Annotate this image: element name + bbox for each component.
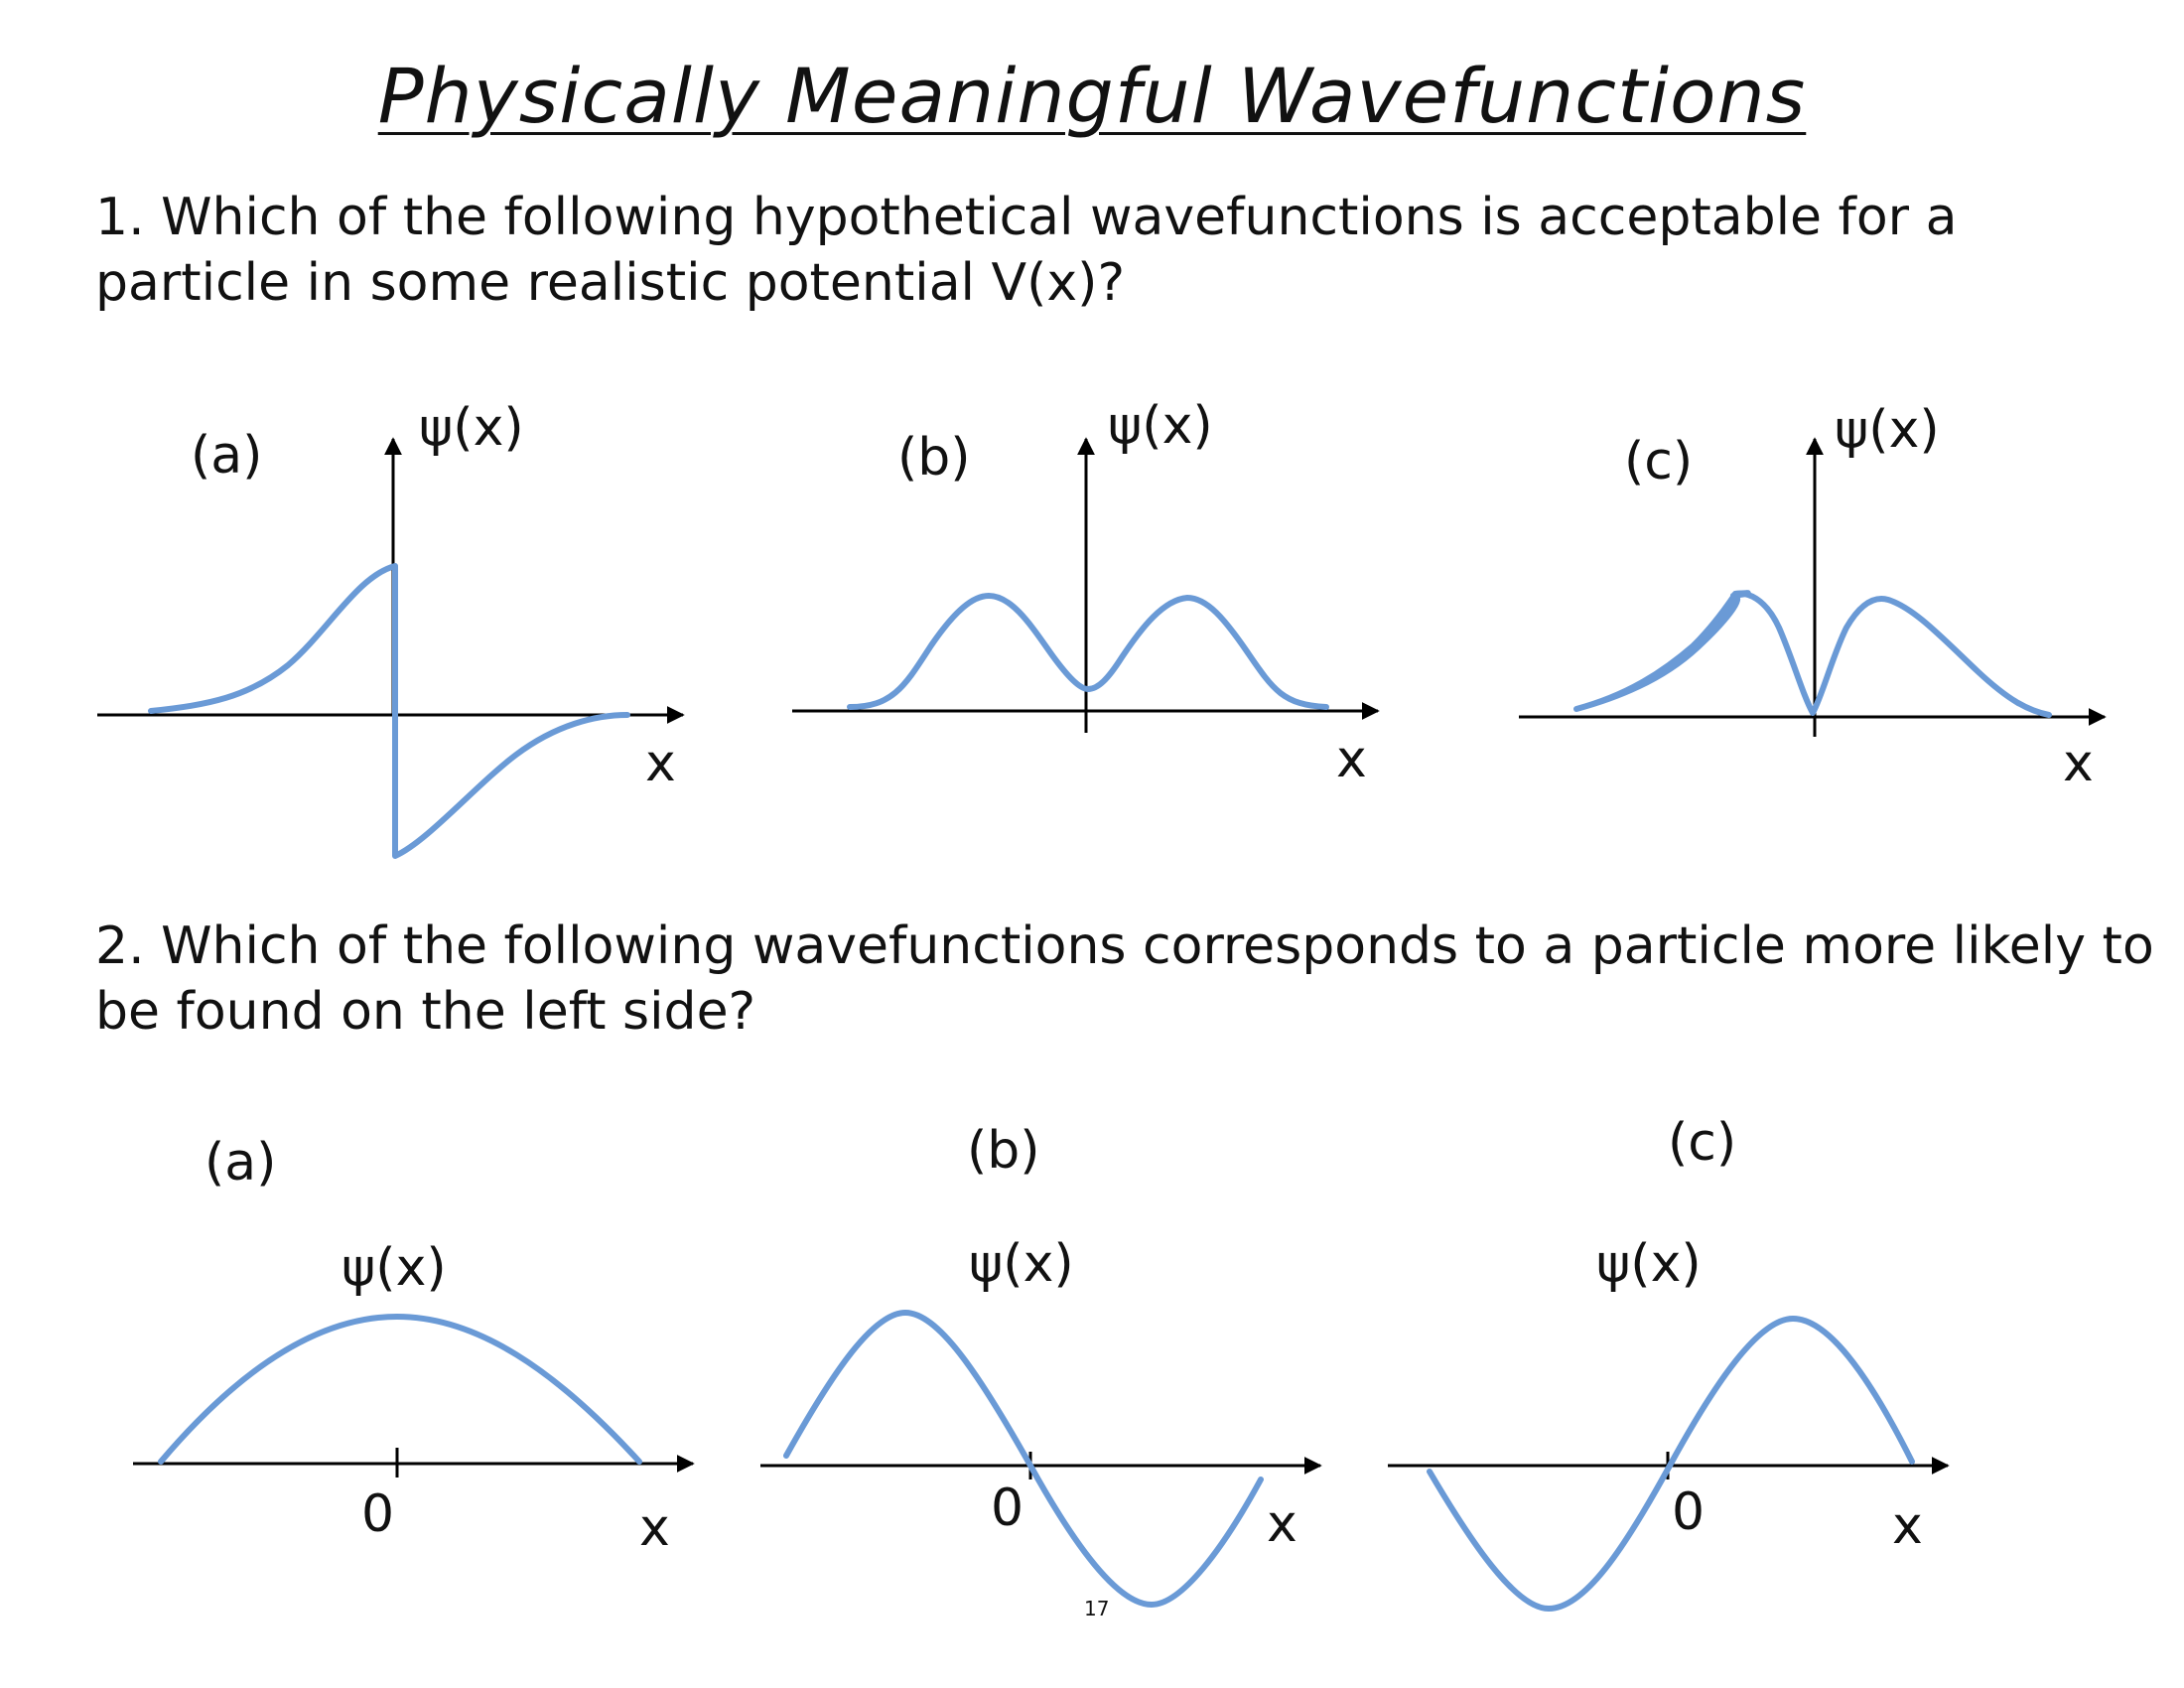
q1b-y-axis-label: ψ(x) [1108, 396, 1213, 456]
q1a-wavefunction-curve [148, 563, 630, 859]
q1c-panel-label: (c) [1624, 432, 1693, 492]
q2-panel-b: (b) ψ(x) 0 x [760, 1121, 1322, 1608]
q1a-x-axis-label: x [645, 734, 676, 793]
q1a-y-axis-label: ψ(x) [419, 398, 524, 458]
question-1-text: 1. Which of the following hypothetical w… [95, 188, 1958, 313]
q2b-origin-label: 0 [991, 1478, 1024, 1538]
q1a-panel-label: (a) [191, 426, 262, 486]
q1c-wavefunction-curve-cusp [1691, 590, 2052, 718]
q2a-y-axis-label: ψ(x) [341, 1238, 447, 1298]
q2c-x-axis-label: x [1892, 1496, 1923, 1556]
q2a-x-axis-label: x [639, 1498, 670, 1558]
q1b-x-axis-label: x [1336, 730, 1367, 789]
q2b-x-axis-label: x [1267, 1494, 1297, 1554]
slide-title: Physically Meaningful Wavefunctions [377, 52, 1807, 140]
q1-panel-b: (b) ψ(x) x [792, 396, 1380, 789]
question-2-text: 2. Which of the following wavefunctions … [95, 916, 2154, 1042]
q1b-wavefunction-curve [847, 593, 1329, 710]
page-number: 17 [1084, 1597, 1110, 1620]
q2a-origin-label: 0 [361, 1484, 394, 1544]
q2b-wavefunction-curve [783, 1310, 1264, 1608]
q1-panel-c: (c) ψ(x) x [1519, 400, 2107, 793]
q2-panel-a: (a) ψ(x) 0 x [133, 1133, 695, 1558]
q2c-panel-label: (c) [1668, 1113, 1736, 1173]
q2-panel-c: (c) ψ(x) 0 x [1388, 1113, 1950, 1612]
q2c-origin-label: 0 [1672, 1482, 1705, 1542]
q1c-y-axis-label: ψ(x) [1835, 400, 1940, 460]
q1b-panel-label: (b) [897, 428, 971, 488]
q2a-panel-label: (a) [205, 1133, 276, 1193]
q1c-x-axis-label: x [2063, 734, 2094, 793]
q2b-y-axis-label: ψ(x) [969, 1234, 1074, 1294]
q2c-y-axis-label: ψ(x) [1596, 1234, 1702, 1294]
q2b-panel-label: (b) [967, 1121, 1040, 1181]
q2a-wavefunction-curve [158, 1314, 642, 1465]
q1-panel-a: (a) ψ(x) x [97, 398, 685, 859]
q2c-wavefunction-curve [1427, 1316, 1915, 1612]
